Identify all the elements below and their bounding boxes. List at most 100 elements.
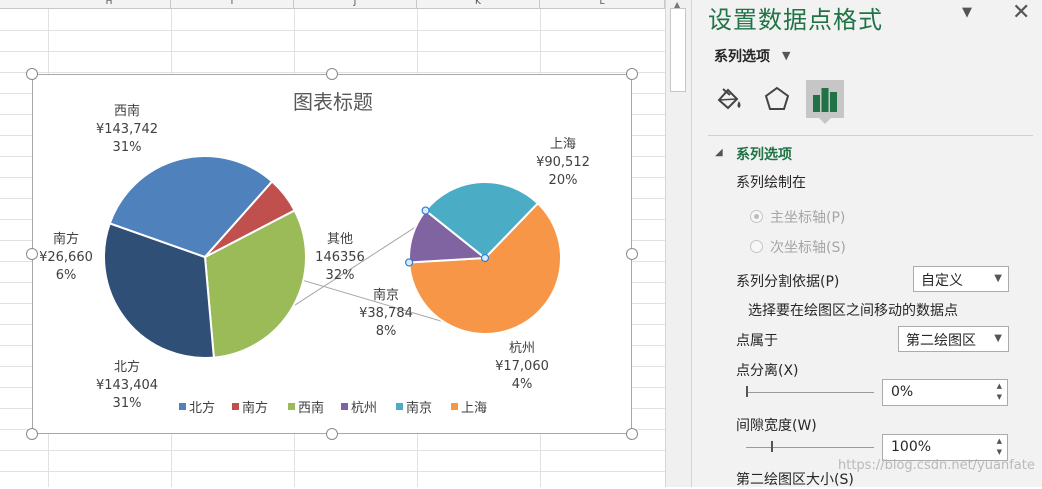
pie-of-pie-chart[interactable]: 图表标题 西南 ¥143,742 31% 其他 146356 32% 北方 ¥143,404 3… (33, 75, 633, 435)
bar-chart-icon (813, 88, 837, 112)
legend-swatch (396, 403, 403, 410)
close-icon[interactable]: ✕ (1012, 0, 1031, 25)
data-label-text: ¥17,060 (495, 359, 549, 374)
series-options-dropdown[interactable]: 系列选项 (714, 49, 770, 65)
spin-down-icon[interactable]: ▼ (996, 393, 1002, 401)
data-label-text: ¥26,660 (39, 250, 93, 265)
spin-down-icon[interactable]: ▼ (996, 448, 1002, 456)
chart-title[interactable]: 图表标题 (293, 90, 373, 114)
column-header-j[interactable]: J (294, 0, 417, 9)
primary-axis-radio[interactable] (750, 210, 763, 223)
legend-entry-4[interactable]: 南京 (396, 400, 432, 416)
gridline (0, 30, 665, 31)
pie-slice-primary-2[interactable] (108, 155, 274, 259)
resize-handle-top-right[interactable] (626, 68, 638, 80)
data-label-text: 其他 (327, 232, 353, 247)
chart-area[interactable]: 图表标题 西南 ¥143,742 31% 其他 146356 32% 北方 ¥143,404 3… (32, 74, 632, 434)
point-explosion-slider[interactable] (746, 392, 874, 393)
legend-entry-1[interactable]: 南方 (232, 400, 268, 416)
resize-handle-bottom-right[interactable] (626, 428, 638, 440)
legend-entry-5[interactable]: 上海 (451, 401, 487, 416)
resize-handle-left[interactable] (26, 248, 38, 260)
data-label-text: ¥90,512 (536, 155, 590, 170)
column-header-l[interactable]: L (540, 0, 665, 9)
legend-label: 上海 (461, 401, 487, 416)
point-selection-handle-0[interactable] (480, 253, 490, 263)
column-header-i[interactable]: I (171, 0, 294, 9)
resize-handle-bottom[interactable] (326, 428, 338, 440)
primary-axis-label: 主坐标轴(P) (770, 210, 846, 226)
plot-series-on-label: 系列绘制在 (736, 175, 806, 191)
data-label-primary-1[interactable]: 其他 146356 32% (315, 232, 365, 283)
legend-label: 南京 (406, 400, 432, 416)
legend-entry-3[interactable]: 杭州 (341, 401, 377, 416)
legend-label: 西南 (298, 400, 324, 416)
data-label-text: 6% (56, 268, 77, 283)
section-title-series-options[interactable]: 系列选项 (736, 147, 792, 163)
data-label-text: ¥143,742 (96, 122, 158, 137)
column-header-h[interactable]: H (48, 0, 171, 9)
data-label-primary-3[interactable]: 南方 ¥26,660 6% (39, 231, 93, 283)
data-label-secondary-1[interactable]: 杭州 ¥17,060 4% (495, 341, 549, 392)
scrollbar-thumb[interactable] (670, 8, 686, 92)
series-options-tab-button[interactable] (806, 80, 844, 118)
column-header-k[interactable]: K (417, 0, 540, 9)
scroll-up-arrow-icon[interactable]: ▲ (674, 0, 681, 9)
secondary-pie[interactable] (405, 181, 562, 335)
pie-slice-primary-0[interactable] (203, 209, 307, 359)
pie-slice-secondary-2[interactable] (424, 181, 540, 260)
collapse-triangle-icon[interactable]: ◢ (715, 147, 723, 158)
gap-width-input[interactable]: 100% ▲ ▼ (882, 434, 1008, 461)
resize-handle-bottom-left[interactable] (26, 428, 38, 440)
resize-handle-top-left[interactable] (26, 68, 38, 80)
spin-up-icon[interactable]: ▲ (996, 437, 1002, 445)
data-label-text: 8% (376, 324, 397, 339)
watermark-text: https://blog.csdn.net/yuanfate (838, 458, 1035, 473)
fill-line-tab[interactable] (710, 80, 748, 118)
paint-bucket-icon (717, 88, 741, 110)
pie-slice-primary-3[interactable] (204, 180, 296, 258)
data-label-text: 西南 (114, 103, 140, 119)
data-label-primary-2[interactable]: 北方 ¥143,404 31% (96, 359, 158, 411)
legend-entry-2[interactable]: 西南 (288, 400, 324, 416)
legend-swatch (179, 403, 186, 410)
data-label-text: 4% (512, 377, 533, 392)
point-selection-handle-1[interactable] (405, 258, 414, 267)
data-label-secondary-0[interactable]: 上海 ¥90,512 20% (536, 137, 590, 188)
spin-up-icon[interactable]: ▲ (996, 382, 1002, 390)
data-label-text: 上海 (550, 137, 576, 152)
legend-label: 南方 (242, 400, 268, 416)
pie-slice-secondary-0[interactable] (408, 201, 562, 335)
data-label-secondary-2[interactable]: 南京 ¥38,784 8% (359, 287, 413, 339)
resize-handle-top[interactable] (326, 68, 338, 80)
worksheet[interactable]: H I J K L 图表标题 西南 ¥143,742 31% 其他 146356 32% 北… (0, 0, 665, 487)
move-points-hint: 选择要在绘图区之间移动的数据点 (748, 303, 958, 319)
gridline (0, 51, 665, 52)
primary-pie[interactable] (103, 155, 307, 359)
split-series-by-label: 系列分割依据(P) (736, 274, 840, 290)
effects-tab[interactable] (758, 80, 796, 118)
vertical-scrollbar[interactable]: ▲ (665, 0, 691, 487)
legend-entry-0[interactable]: 北方 (179, 400, 215, 416)
data-label-text: 北方 (114, 359, 140, 375)
split-series-by-select[interactable]: 自定义 ▼ (913, 266, 1009, 292)
point-explosion-slider-thumb[interactable] (746, 386, 748, 397)
secondary-axis-radio[interactable] (750, 240, 763, 253)
gap-width-slider-thumb[interactable] (771, 441, 773, 452)
chevron-down-icon[interactable]: ▼ (782, 49, 791, 62)
point-selection-handle-2[interactable] (421, 206, 430, 215)
pane-options-chevron-down-icon[interactable]: ▼ (962, 5, 972, 20)
point-belongs-to-label: 点属于 (736, 333, 778, 349)
data-label-text: 32% (326, 268, 355, 283)
point-explosion-input[interactable]: 0% ▲ ▼ (882, 379, 1008, 406)
pie-slice-primary-1[interactable] (103, 222, 215, 359)
legend-label: 北方 (189, 400, 215, 416)
chart-legend[interactable]: 北方 南方 西南 杭州 南京 上海 (179, 400, 487, 416)
pane-divider (708, 135, 1033, 136)
gap-width-slider[interactable] (746, 447, 874, 448)
point-belongs-to-select[interactable]: 第二绘图区 ▼ (898, 326, 1009, 352)
data-labels[interactable]: 西南 ¥143,742 31% 其他 146356 32% 北方 ¥143,404 31% 南方 ¥… (39, 103, 590, 411)
resize-handle-right[interactable] (626, 248, 638, 260)
data-label-primary-0[interactable]: 西南 ¥143,742 31% (96, 103, 158, 155)
chevron-down-icon: ▼ (994, 333, 1002, 344)
